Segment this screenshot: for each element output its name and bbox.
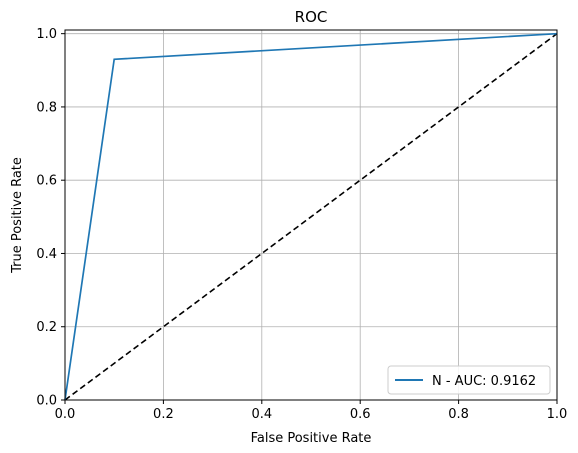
y-tick-label: 0.4 [36, 247, 57, 262]
reference-line-group [64, 33, 558, 401]
x-axis-ticks: 0.0 0.2 0.4 0.6 0.8 1.0 [55, 400, 568, 422]
series-group [64, 32, 558, 401]
y-tick-label: 1.0 [36, 27, 57, 42]
x-tick-label: 0.0 [55, 407, 76, 422]
legend-label: N - AUC: 0.9162 [432, 374, 536, 389]
legend: N - AUC: 0.9162 [387, 365, 551, 395]
y-tick-label: 0.6 [36, 174, 57, 189]
reference-line [64, 33, 558, 401]
y-axis-ticks: 0.0 0.2 0.4 0.6 0.8 1.0 [36, 27, 65, 409]
series-line-0 [64, 32, 558, 401]
x-axis-title: False Positive Rate [251, 431, 372, 446]
x-tick-label: 0.2 [153, 407, 174, 422]
y-axis-title: True Positive Rate [10, 157, 25, 274]
x-tick-label: 0.4 [251, 407, 272, 422]
chart-title: ROC [295, 8, 328, 26]
y-tick-label: 0.0 [36, 394, 57, 409]
x-tick-label: 1.0 [547, 407, 568, 422]
y-tick-label: 0.2 [36, 320, 57, 335]
x-tick-label: 0.6 [350, 407, 371, 422]
plot-frame [64, 29, 558, 401]
grid [64, 30, 558, 401]
legend-box [387, 365, 551, 395]
x-tick-label: 0.8 [448, 407, 469, 422]
y-tick-label: 0.8 [36, 100, 57, 115]
